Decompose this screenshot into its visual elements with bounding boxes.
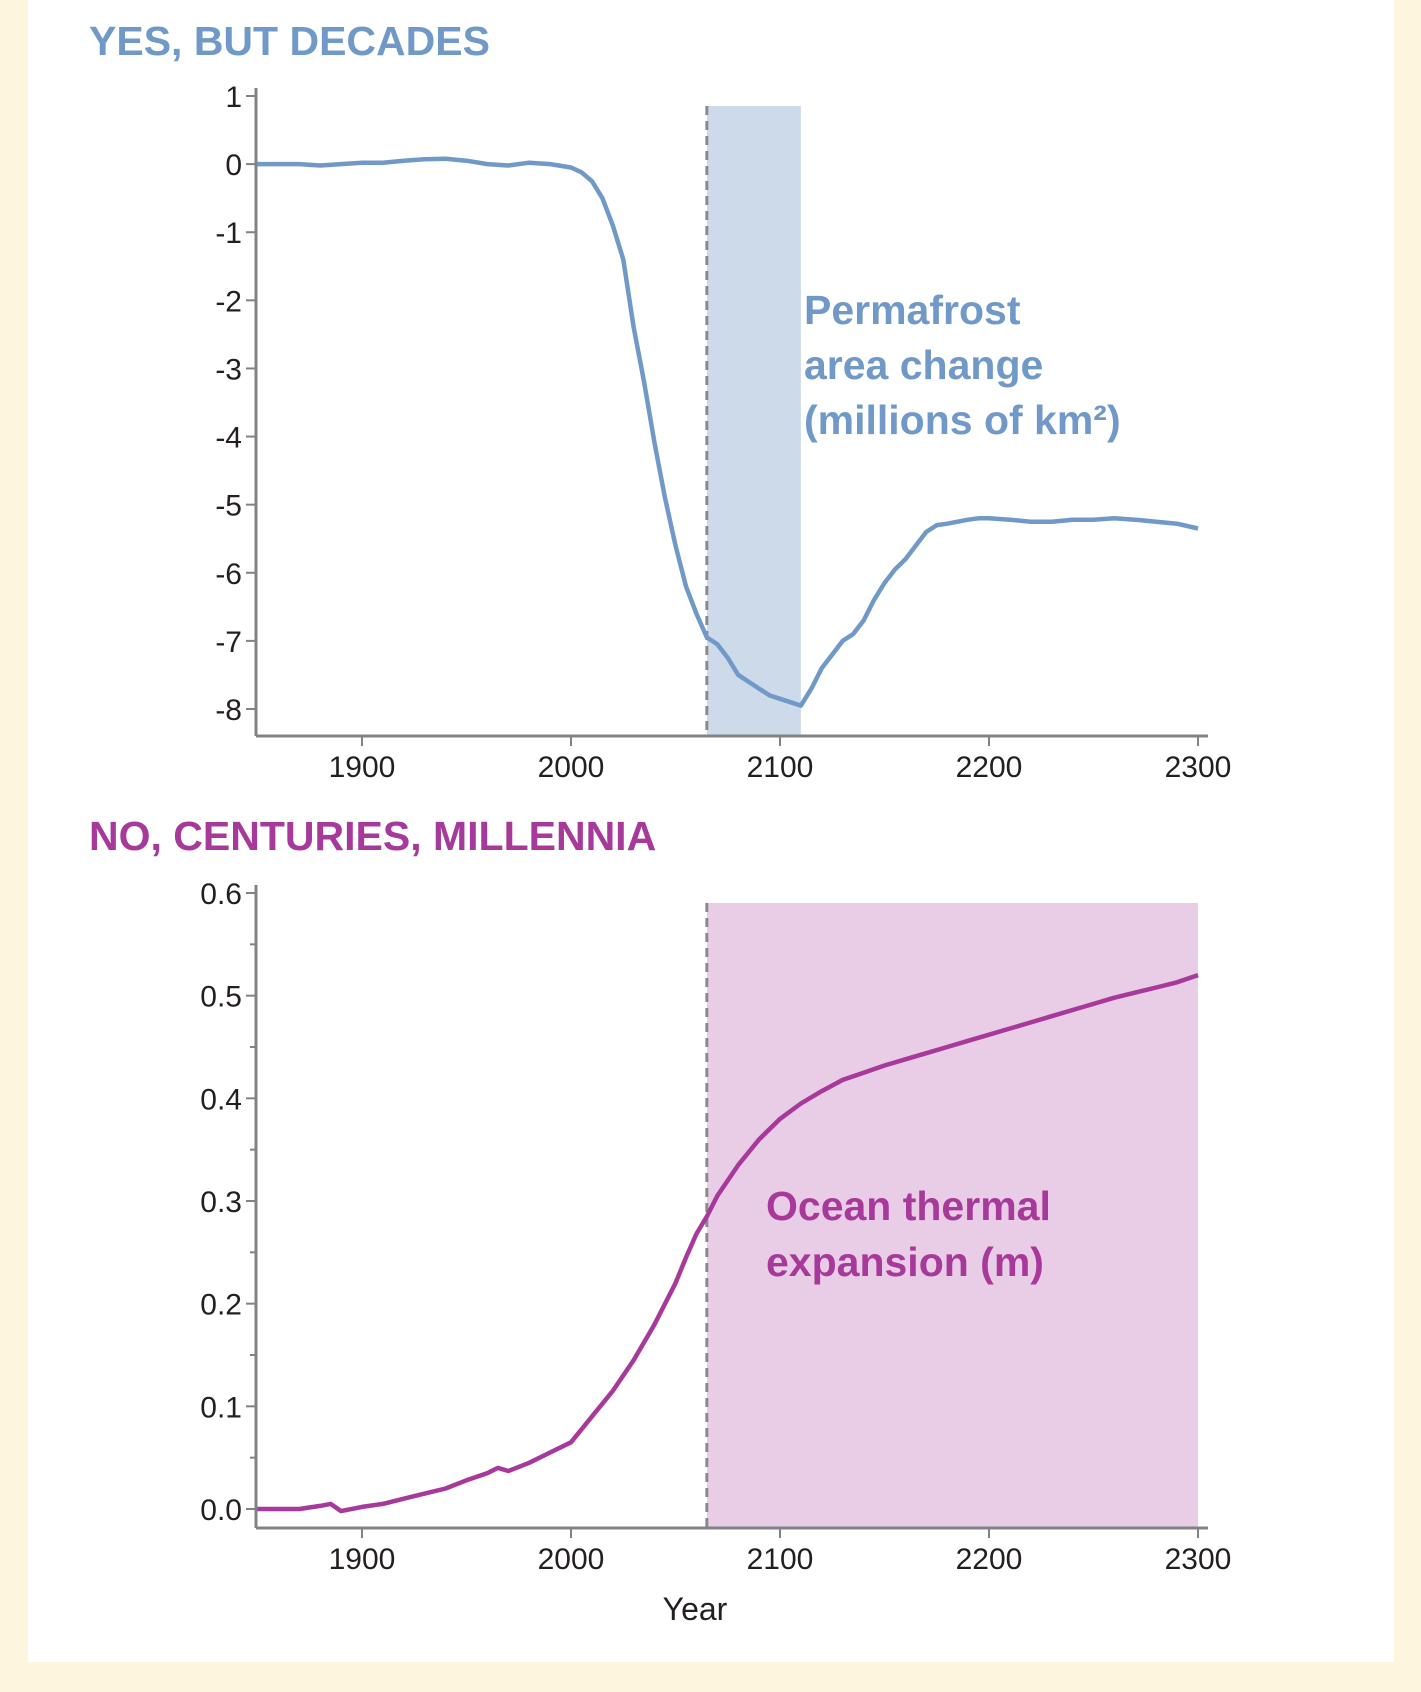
- permafrost-series-line: [257, 156, 1199, 708]
- ocean-y-tick-label: 0.6: [200, 878, 242, 911]
- ocean-x-tick-label: 2300: [1165, 1543, 1232, 1576]
- ocean-x-tick-label: 2000: [538, 1543, 605, 1576]
- ocean-annotation-line-1: Ocean thermal: [766, 1183, 1051, 1229]
- permafrost-y-tick-label: 1: [225, 81, 242, 114]
- ocean-x-tick-label: 2200: [956, 1543, 1023, 1576]
- ocean-y-tick-label: 0.1: [200, 1391, 242, 1424]
- ocean-y-tick-label: 0.2: [200, 1289, 242, 1322]
- permafrost-y-tick-label: -5: [215, 490, 242, 523]
- permafrost-y-tick-label: -6: [215, 558, 242, 591]
- permafrost-y-tick-label: -8: [215, 694, 242, 727]
- ocean-x-tick-label: 2100: [747, 1543, 814, 1576]
- permafrost-x-tick-label: 1900: [329, 751, 396, 784]
- ocean-axes: 1900 2000 2100 2200 2300 0.6 0.5 0.4 0.3 0.2 0.1 0.…: [200, 878, 1231, 1576]
- ocean-annotation-line-2: expansion (m): [766, 1239, 1044, 1285]
- permafrost-annotation-line-3: (millions of km²): [804, 397, 1121, 443]
- permafrost-y-tick-label: -7: [215, 626, 242, 659]
- permafrost-x-tick-label: 2200: [956, 751, 1023, 784]
- permafrost-y-tick-label: -4: [215, 422, 242, 455]
- permafrost-x-tick-label: 2100: [747, 751, 814, 784]
- permafrost-y-tick-label: 0: [225, 149, 242, 182]
- permafrost-axes: 1900 2000 2100 2200 2300 1 0 -1 -2 -3 -4 -5 -6 -7 -8: [215, 81, 1231, 784]
- permafrost-y-tick-label: -1: [215, 217, 242, 250]
- ocean-x-axis-label: Year: [663, 1591, 728, 1627]
- figure-panel: YES, BUT DECADES 1900 2000 2100 2200 2300 1 0 -…: [28, 0, 1394, 1662]
- figure-svg: YES, BUT DECADES 1900 2000 2100 2200 2300 1 0 -…: [89, 18, 1231, 1627]
- permafrost-chart-title: YES, BUT DECADES: [89, 18, 490, 64]
- ocean-shaded-region: [706, 903, 1198, 1527]
- ocean-y-tick-label: 0.3: [200, 1186, 242, 1219]
- ocean-chart: NO, CENTURIES, MILLENNIA 1900 2000 2100 220…: [89, 813, 1231, 1627]
- permafrost-chart: YES, BUT DECADES 1900 2000 2100 2200 2300 1 0 -…: [89, 18, 1231, 784]
- permafrost-annotation-line-1: Permafrost: [804, 287, 1021, 333]
- ocean-x-tick-label: 1900: [329, 1543, 396, 1576]
- permafrost-y-tick-label: -2: [215, 285, 242, 318]
- ocean-y-tick-label: 0.4: [200, 1083, 242, 1116]
- ocean-chart-title: NO, CENTURIES, MILLENNIA: [89, 813, 656, 859]
- permafrost-x-tick-label: 2300: [1165, 751, 1232, 784]
- permafrost-y-tick-label: -3: [215, 353, 242, 386]
- ocean-series-line: [257, 972, 1199, 1514]
- permafrost-shaded-region: [706, 106, 801, 735]
- ocean-y-tick-label: 0.5: [200, 981, 242, 1014]
- permafrost-x-tick-label: 2000: [538, 751, 605, 784]
- permafrost-annotation-line-2: area change: [804, 342, 1043, 388]
- ocean-y-tick-label: 0.0: [200, 1494, 242, 1527]
